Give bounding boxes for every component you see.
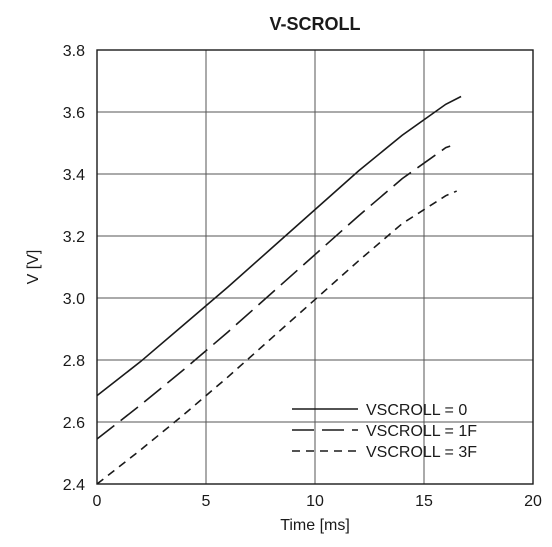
series-line-2	[97, 146, 450, 439]
x-tick-label: 0	[93, 493, 102, 510]
legend-label-2: VSCROLL = 1F	[366, 423, 477, 440]
x-tick-label: 20	[524, 493, 542, 510]
y-tick-label: 3.6	[63, 105, 85, 122]
y-tick-label: 3.2	[63, 229, 85, 246]
grid	[97, 50, 533, 484]
x-tick-label: 15	[415, 493, 433, 510]
x-tick-label: 5	[202, 493, 211, 510]
x-tick-label: 10	[306, 493, 324, 510]
y-tick-label: 3.4	[63, 167, 85, 184]
legend: VSCROLL = 0 VSCROLL = 1F VSCROLL = 3F	[292, 402, 477, 461]
y-tick-label: 2.6	[63, 415, 85, 432]
legend-label-3: VSCROLL = 3F	[366, 444, 477, 461]
series-line-3	[97, 191, 457, 484]
y-tick-label: 3.8	[63, 43, 85, 60]
legend-label-1: VSCROLL = 0	[366, 402, 467, 419]
y-tick-label: 3.0	[63, 291, 85, 308]
x-axis-label: Time [ms]	[280, 517, 350, 534]
chart-title: V-SCROLL	[269, 14, 360, 34]
y-axis-label: V [V]	[25, 250, 42, 285]
y-tick-label: 2.8	[63, 353, 85, 370]
series-line-1	[97, 97, 461, 396]
y-tick-label: 2.4	[63, 477, 85, 494]
